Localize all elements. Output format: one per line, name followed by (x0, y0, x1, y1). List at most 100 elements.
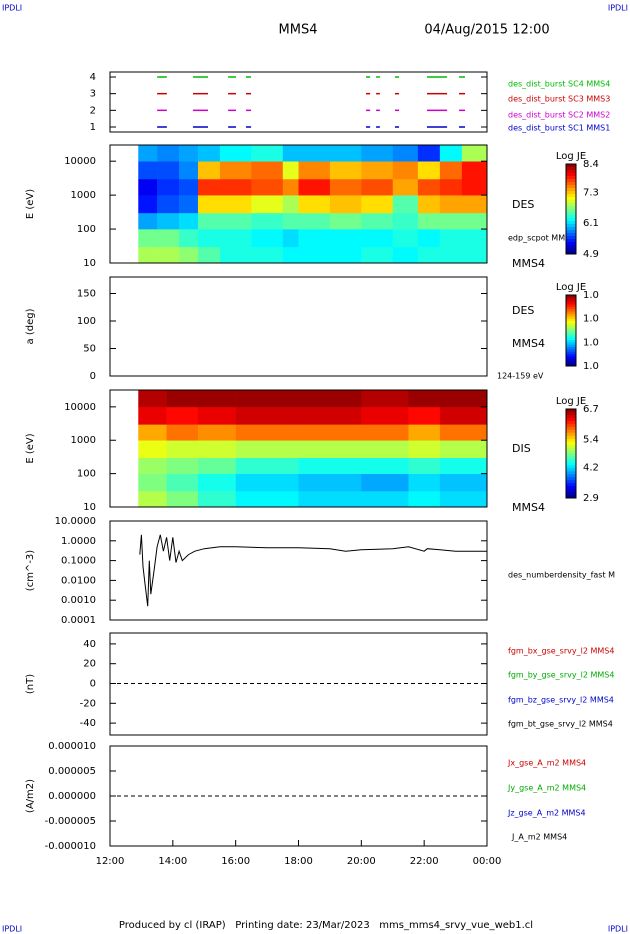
colorbar-tick-label: 7.3 (583, 187, 599, 198)
colorbar-slice (566, 447, 576, 452)
burst-interval (366, 126, 371, 128)
colorbar-slice (566, 236, 576, 240)
y-tick-label: 1000 (71, 190, 96, 201)
y-tick-label: 100 (77, 316, 96, 327)
y-tick-label: 3 (90, 89, 96, 100)
y-tick-label: 0.0100 (61, 575, 96, 586)
heatmap-cell (439, 161, 463, 180)
burst-interval (376, 76, 380, 78)
y-tick-label: 40 (83, 639, 96, 650)
colorbar-slice (566, 299, 576, 303)
burst-interval (376, 126, 380, 128)
colorbar-slice (566, 438, 576, 443)
colorbar-slice (566, 347, 576, 350)
colorbar-slice (566, 230, 576, 234)
burst-interval (246, 76, 252, 78)
heatmap-cell (439, 406, 488, 425)
colorbar-slice (566, 215, 576, 219)
footer: Produced by cl (IRAP) Printing date: 23/… (119, 920, 533, 931)
heatmap-cell (251, 145, 284, 162)
colorbar-slice (566, 444, 576, 449)
x-tick-label: 12:00 (96, 856, 125, 867)
colorbar-slice (566, 302, 576, 305)
heatmap-cell (235, 406, 299, 425)
heatmap-cell (461, 195, 488, 214)
burst-interval (366, 92, 371, 95)
right-label: fgm_bx_gse_srvy_l2 MMS4 (508, 647, 614, 656)
heatmap-cell (298, 178, 331, 196)
burst-interval (246, 126, 252, 128)
legend-entry: des_dist_burst SC1 MMS1 (508, 124, 610, 133)
heatmap-cell (157, 145, 180, 162)
colorbar-slice (566, 185, 576, 189)
colorbar-slice (566, 489, 576, 493)
colorbar-slice (566, 212, 576, 216)
y-tick-label: 10.0000 (55, 516, 96, 527)
y-tick-label: 20 (83, 659, 96, 670)
colorbar-slice (566, 483, 576, 487)
heatmap-cell (361, 229, 394, 248)
x-tick-label: 16:00 (221, 856, 250, 867)
colorbar-slice (566, 182, 576, 186)
heatmap-cell (439, 473, 488, 492)
heatmap-cell (179, 195, 199, 214)
legend-entry: des_dist_burst SC3 MMS3 (508, 95, 610, 104)
heatmap-cell (251, 195, 284, 214)
heatmap-cell (298, 424, 362, 441)
heatmap-cell (408, 491, 441, 508)
right-label: fgm_bt_gse_srvy_l2 MMS4 (508, 720, 613, 729)
colorbar-tick-label: 2.9 (583, 493, 599, 504)
heatmap-cell (361, 424, 409, 441)
corner-mark: IPDLI (2, 4, 22, 13)
heatmap-cell (417, 161, 441, 180)
colorbar-slice (566, 200, 576, 204)
burst-interval (376, 109, 380, 112)
heatmap-cell (408, 424, 441, 441)
heatmap-cell (417, 145, 441, 162)
burst-interval (157, 76, 167, 78)
heatmap-cell (417, 212, 441, 230)
x-tick-label: 14:00 (158, 856, 187, 867)
panel-frame (109, 520, 488, 621)
heatmap-cell (361, 390, 409, 408)
colorbar-slice (566, 164, 576, 168)
heatmap-cell (166, 473, 199, 492)
heatmap-cell (361, 161, 394, 180)
heatmap-cell (361, 440, 409, 458)
heatmap-cell (439, 424, 488, 441)
heatmap-cell (439, 178, 463, 196)
heatmap-cell (197, 440, 236, 458)
colorbar-slice (566, 323, 576, 327)
colorbar-frame (565, 163, 577, 255)
colorbar-slice (566, 179, 576, 183)
heatmap-cell (197, 473, 236, 492)
colorbar-slice (566, 304, 576, 308)
colorbar-title: Log JE (556, 151, 586, 162)
heatmap-cell (408, 390, 441, 408)
heatmap-cell (461, 212, 488, 230)
panel-frame (109, 276, 488, 377)
right-label: DES (512, 304, 534, 317)
heatmap-cell (166, 440, 199, 458)
right-label: 124-159 eV (497, 372, 544, 381)
heatmap-cell (392, 195, 419, 214)
colorbar-slice (566, 239, 576, 243)
heatmap-cell (461, 178, 488, 196)
y-tick-label: -0.000005 (45, 816, 96, 827)
heatmap-cell (138, 457, 167, 474)
heatmap-cell (138, 246, 158, 264)
heatmap-cell (282, 195, 299, 214)
heatmap-cell (157, 212, 180, 230)
y-tick-label: -40 (80, 718, 96, 729)
heatmap-cell (439, 212, 463, 230)
right-label: MMS4 (512, 501, 545, 514)
heatmap-cell (361, 178, 394, 196)
colorbar-slice (566, 495, 576, 499)
heatmap-cell (298, 161, 331, 180)
colorbar-slice (566, 337, 576, 341)
heatmap-cell (417, 195, 441, 214)
colorbar-slice (566, 335, 576, 339)
burst-interval (426, 109, 448, 112)
colorbar-slice (566, 456, 576, 460)
colorbar-slice (566, 417, 576, 422)
